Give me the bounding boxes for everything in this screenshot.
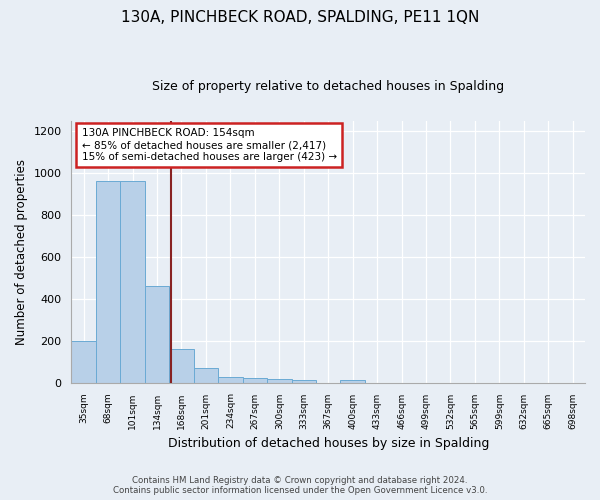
Title: Size of property relative to detached houses in Spalding: Size of property relative to detached ho… <box>152 80 504 93</box>
Bar <box>267 379 292 382</box>
Y-axis label: Number of detached properties: Number of detached properties <box>15 158 28 344</box>
Bar <box>121 182 145 382</box>
Text: 130A PINCHBECK ROAD: 154sqm
← 85% of detached houses are smaller (2,417)
15% of : 130A PINCHBECK ROAD: 154sqm ← 85% of det… <box>82 128 337 162</box>
Bar <box>169 349 194 382</box>
Bar <box>242 378 267 382</box>
Bar <box>71 340 96 382</box>
Bar <box>194 368 218 382</box>
Bar <box>96 182 121 382</box>
Text: Contains HM Land Registry data © Crown copyright and database right 2024.
Contai: Contains HM Land Registry data © Crown c… <box>113 476 487 495</box>
Bar <box>340 380 365 382</box>
Bar <box>145 286 169 382</box>
Bar <box>218 378 242 382</box>
Text: 130A, PINCHBECK ROAD, SPALDING, PE11 1QN: 130A, PINCHBECK ROAD, SPALDING, PE11 1QN <box>121 10 479 25</box>
X-axis label: Distribution of detached houses by size in Spalding: Distribution of detached houses by size … <box>167 437 489 450</box>
Bar <box>292 380 316 382</box>
